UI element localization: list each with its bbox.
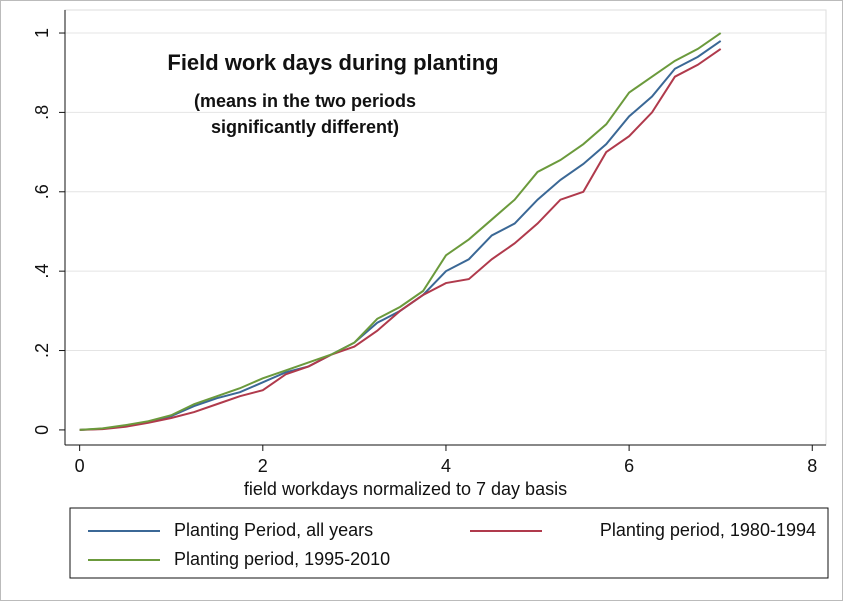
x-tick-label: 2 (258, 456, 268, 476)
annotation: (means in the two periods (194, 91, 416, 111)
series-line (79, 48, 722, 431)
annotation: Field work days during planting (167, 50, 498, 75)
y-tick-label: .8 (32, 105, 52, 120)
y-tick-label: .6 (32, 184, 52, 199)
series-line (79, 32, 722, 431)
y-tick-label: 0 (32, 425, 52, 435)
x-tick-label: 6 (624, 456, 634, 476)
legend-label: Planting period, 1995-2010 (174, 549, 390, 569)
plot-area (64, 9, 827, 446)
x-tick-label: 8 (807, 456, 817, 476)
y-tick-label: 1 (32, 28, 52, 38)
x-tick-label: 4 (441, 456, 451, 476)
legend-label: Planting period, 1980-1994 (600, 520, 816, 540)
legend-label: Planting Period, all years (174, 520, 373, 540)
legend-box (69, 507, 829, 579)
y-tick-label: .4 (32, 264, 52, 279)
y-tick-label: .2 (32, 343, 52, 358)
x-tick-label: 0 (75, 456, 85, 476)
x-axis-label: field workdays normalized to 7 day basis (244, 479, 567, 499)
annotation: significantly different) (211, 117, 399, 137)
